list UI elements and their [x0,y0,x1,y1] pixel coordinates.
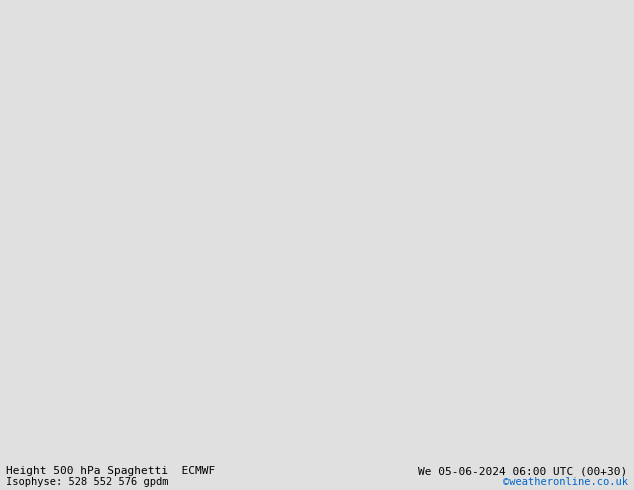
Text: ©weatheronline.co.uk: ©weatheronline.co.uk [503,477,628,487]
Text: Height 500 hPa Spaghetti  ECMWF: Height 500 hPa Spaghetti ECMWF [6,466,216,476]
Text: Isophyse: 528 552 576 gpdm: Isophyse: 528 552 576 gpdm [6,477,169,487]
Text: We 05-06-2024 06:00 UTC (00+30): We 05-06-2024 06:00 UTC (00+30) [418,466,628,476]
